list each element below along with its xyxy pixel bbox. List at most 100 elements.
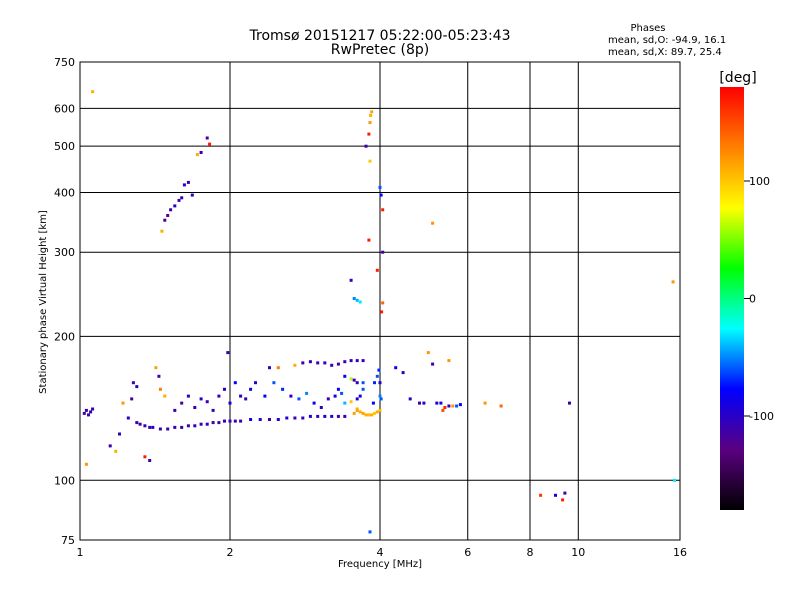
data-point xyxy=(151,425,155,429)
data-point xyxy=(499,404,503,408)
data-point xyxy=(312,401,316,405)
stats-line-x: mean, sd,X: 89.7, 25.4 xyxy=(608,47,722,58)
data-point xyxy=(370,413,374,417)
data-point xyxy=(343,374,347,378)
data-point xyxy=(268,366,271,370)
plot-grid xyxy=(80,62,680,540)
data-point xyxy=(173,408,177,412)
data-point xyxy=(244,397,248,401)
data-point xyxy=(193,406,197,409)
plot-frame xyxy=(79,61,681,541)
data-point xyxy=(223,419,226,423)
data-point xyxy=(180,401,184,405)
x-tick-label: 10 xyxy=(571,546,585,559)
data-point xyxy=(158,387,162,391)
data-point xyxy=(169,208,173,212)
data-point xyxy=(364,144,368,148)
y-tick-label: 75 xyxy=(61,534,75,547)
data-point xyxy=(381,301,385,305)
data-point xyxy=(249,418,253,421)
data-point xyxy=(163,394,167,398)
data-point xyxy=(211,408,215,412)
data-point xyxy=(408,397,412,401)
data-point xyxy=(148,459,152,462)
data-point xyxy=(118,432,121,436)
data-point xyxy=(349,278,353,282)
data-point xyxy=(330,363,334,367)
y-tick-label: 750 xyxy=(54,56,75,69)
data-point xyxy=(375,374,379,378)
y-tick-label: 300 xyxy=(54,246,75,259)
x-tick-label: 8 xyxy=(527,546,534,559)
data-point xyxy=(343,414,347,418)
data-point xyxy=(443,406,447,409)
data-point xyxy=(289,394,293,398)
data-point xyxy=(233,419,237,423)
data-point xyxy=(441,408,445,412)
data-point xyxy=(131,381,135,385)
data-point xyxy=(158,427,162,431)
data-point xyxy=(352,411,356,415)
data-point xyxy=(355,407,359,411)
data-point xyxy=(233,381,237,385)
data-point xyxy=(166,427,170,431)
data-point xyxy=(143,424,147,428)
data-point xyxy=(177,198,181,202)
data-point xyxy=(228,401,232,405)
data-point xyxy=(108,444,112,448)
colorbar-ticks: 100 0 -100 xyxy=(744,175,774,423)
x-tick-label: 1 xyxy=(77,546,84,559)
data-point xyxy=(182,183,186,187)
x-tick-label: 4 xyxy=(377,546,384,559)
data-point xyxy=(361,381,365,385)
data-point xyxy=(319,406,323,409)
data-point xyxy=(293,363,297,367)
data-point xyxy=(381,250,385,254)
data-point xyxy=(349,359,353,363)
x-tick-label: 6 xyxy=(464,546,471,559)
data-point xyxy=(297,397,301,401)
data-point xyxy=(180,196,184,200)
data-point xyxy=(336,414,340,418)
colorbar-tick-label: -100 xyxy=(749,410,774,423)
data-point xyxy=(369,113,373,117)
data-point xyxy=(355,359,359,363)
data-point xyxy=(358,394,362,398)
data-point xyxy=(205,422,209,426)
data-point xyxy=(186,394,190,398)
data-point xyxy=(154,366,158,370)
data-point xyxy=(379,397,383,401)
data-point xyxy=(381,208,385,212)
data-point xyxy=(121,401,125,405)
data-point xyxy=(323,361,327,365)
data-point xyxy=(483,401,487,405)
data-point xyxy=(673,478,676,482)
data-point xyxy=(87,413,90,417)
data-point xyxy=(343,360,347,364)
colorbar xyxy=(720,87,744,510)
data-point xyxy=(378,408,382,412)
data-point xyxy=(173,204,177,208)
chart-title: Tromsø 20151217 05:22:00-05:23:43 xyxy=(249,28,511,44)
data-point xyxy=(439,401,443,405)
data-point xyxy=(186,424,190,428)
data-point xyxy=(378,381,382,385)
data-point xyxy=(568,401,571,405)
data-point xyxy=(361,359,365,363)
data-point xyxy=(367,413,371,417)
data-point xyxy=(217,421,221,425)
data-point xyxy=(249,387,253,391)
x-tick-label: 16 xyxy=(673,546,687,559)
data-point xyxy=(180,425,184,429)
data-point xyxy=(539,493,543,497)
data-point xyxy=(89,410,93,414)
data-point xyxy=(370,110,374,114)
data-point xyxy=(186,180,190,184)
data-point xyxy=(368,530,372,534)
data-point xyxy=(358,300,362,304)
colorbar-label: [deg] xyxy=(719,70,756,86)
data-point xyxy=(199,422,203,426)
data-point xyxy=(378,185,382,189)
data-point xyxy=(336,362,340,366)
data-point xyxy=(84,462,88,466)
